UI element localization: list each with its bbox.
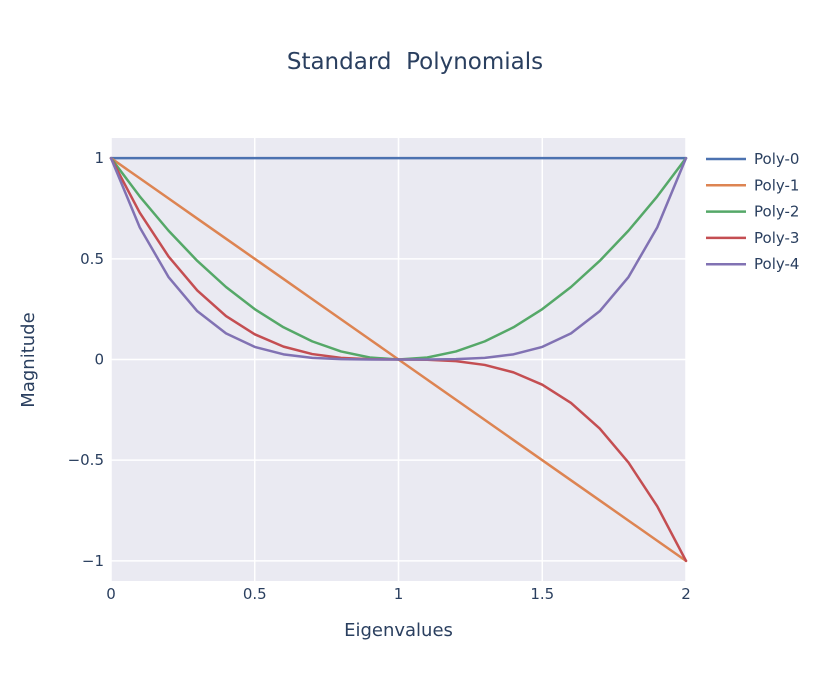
legend-item[interactable]: Poly-0 — [706, 150, 799, 168]
legend-label: Poly-2 — [754, 203, 799, 221]
legend-label: Poly-0 — [754, 150, 799, 168]
legend-label: Poly-3 — [754, 229, 799, 247]
legend-label: Poly-4 — [754, 255, 799, 273]
legend-label: Poly-1 — [754, 176, 799, 194]
y-tick-label: −0.5 — [68, 451, 104, 469]
y-tick-label: −1 — [82, 552, 104, 570]
legend-item[interactable]: Poly-3 — [706, 229, 799, 247]
x-tick-label: 2 — [681, 585, 691, 603]
legend: Poly-0 Poly-1 Poly-2 Poly-3 Poly-4 — [706, 150, 799, 273]
x-axis-ticks: 0 0.5 1 1.5 2 — [106, 585, 691, 603]
y-tick-label: 1 — [94, 149, 104, 167]
chart-title: Standard Polynomials — [287, 49, 543, 75]
x-tick-label: 1 — [394, 585, 404, 603]
series-line-poly-4 — [109, 156, 688, 361]
x-axis-label: Eigenvalues — [344, 620, 453, 641]
y-axis-ticks: 1 0.5 0 −0.5 −1 — [68, 149, 104, 570]
y-tick-label: 0.5 — [80, 250, 104, 268]
legend-item[interactable]: Poly-1 — [706, 176, 799, 194]
y-tick-label: 0 — [94, 351, 104, 369]
series-lines — [109, 156, 688, 563]
x-tick-label: 1.5 — [530, 585, 554, 603]
x-tick-label: 0 — [106, 585, 116, 603]
legend-item[interactable]: Poly-2 — [706, 203, 799, 221]
x-tick-label: 0.5 — [243, 585, 267, 603]
legend-item[interactable]: Poly-4 — [706, 255, 799, 273]
y-axis-label: Magnitude — [18, 312, 39, 407]
